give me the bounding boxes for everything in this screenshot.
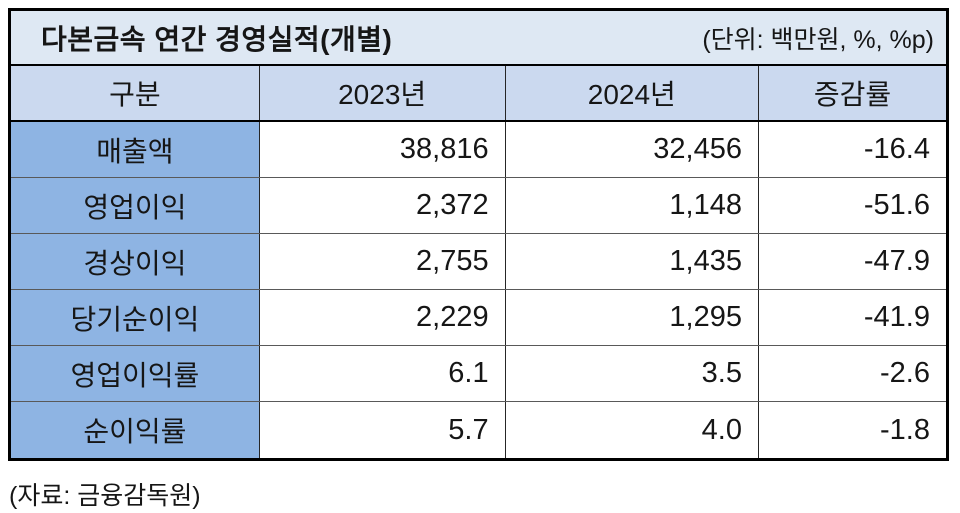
source-note: (자료: 금융감독원) (9, 482, 201, 510)
value-2024: 1,435 (505, 234, 759, 289)
value-change: -41.9 (758, 290, 946, 345)
table-row-ordinary-profit: 경상이익 2,755 1,435 -47.9 (11, 234, 946, 290)
value-change: -2.6 (758, 346, 946, 401)
table-row-revenue: 매출액 38,816 32,456 -16.4 (11, 122, 946, 178)
column-header-2023: 2023년 (260, 66, 506, 120)
value-2023: 2,229 (259, 290, 506, 345)
value-2024: 3.5 (505, 346, 759, 401)
unit-note: (단위: 백만원, %, %p) (702, 25, 934, 54)
table-row-operating-profit: 영업이익 2,372 1,148 -51.6 (11, 178, 946, 234)
value-2024: 32,456 (505, 122, 759, 177)
row-label: 경상이익 (11, 234, 260, 289)
column-header-change: 증감률 (813, 79, 892, 110)
table-title: 다본금속 연간 경영실적(개별) (41, 23, 393, 55)
row-label: 영업이익 (11, 178, 260, 233)
table-row-net-margin: 순이익률 5.7 4.0 -1.8 (11, 402, 946, 458)
value-change: -16.4 (758, 122, 946, 177)
row-label: 당기순이익 (11, 290, 260, 345)
value-change: -1.8 (758, 402, 946, 458)
column-header-category: 구분 (11, 66, 260, 120)
row-label: 매출액 (11, 122, 260, 177)
value-change: -47.9 (758, 234, 946, 289)
table-row-operating-margin: 영업이익률 6.1 3.5 -2.6 (11, 346, 946, 402)
value-2024: 1,148 (505, 178, 759, 233)
value-2024: 4.0 (505, 402, 759, 458)
table-row-net-profit: 당기순이익 2,229 1,295 -41.9 (11, 290, 946, 346)
value-change: -51.6 (758, 178, 946, 233)
value-2023: 2,372 (259, 178, 506, 233)
financial-results-table: 다본금속 연간 경영실적(개별) (단위: 백만원, %, %p) 구분 202… (8, 8, 949, 461)
table-title-row: 다본금속 연간 경영실적(개별) (단위: 백만원, %, %p) (11, 11, 946, 66)
value-2023: 6.1 (259, 346, 506, 401)
value-2023: 38,816 (259, 122, 506, 177)
column-header-2024: 2024년 (506, 66, 759, 120)
table-header-row: 구분 2023년 2024년 증감률 (11, 66, 946, 122)
value-2023: 2,755 (259, 234, 506, 289)
value-2023: 5.7 (259, 402, 506, 458)
row-label: 영업이익률 (11, 346, 260, 401)
value-2024: 1,295 (505, 290, 759, 345)
row-label: 순이익률 (11, 402, 260, 458)
